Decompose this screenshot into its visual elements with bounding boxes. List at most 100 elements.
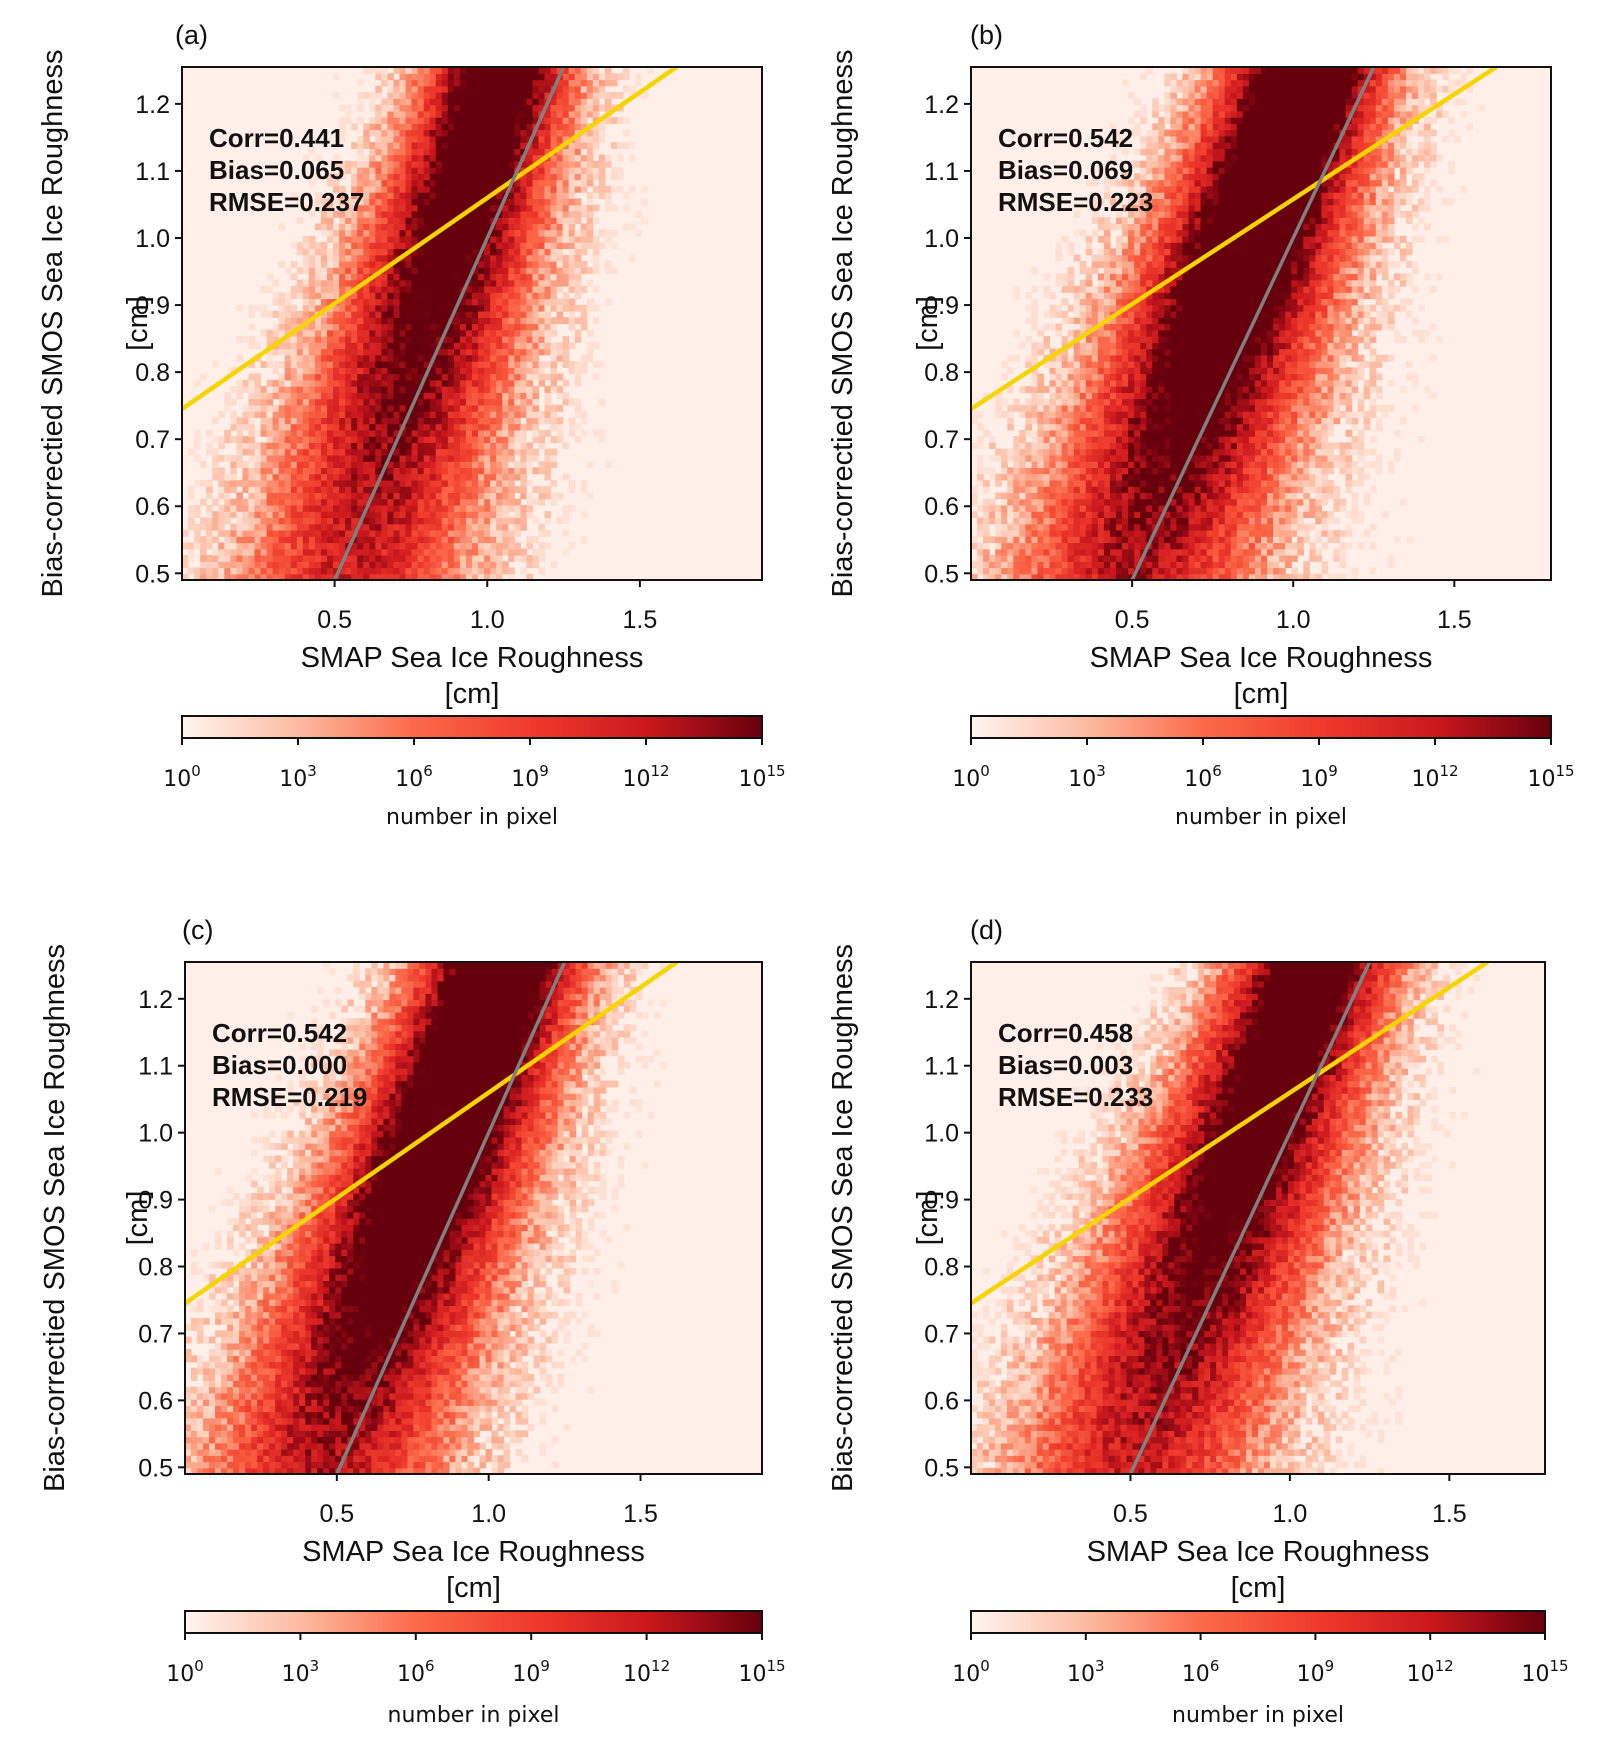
- heatmap-cell: [387, 229, 395, 237]
- heatmap-cell: [502, 467, 509, 475]
- heatmap-cell: [1001, 561, 1008, 569]
- heatmap-cell: [472, 436, 479, 443]
- heatmap-cell: [302, 235, 310, 243]
- heatmap-cell: [284, 392, 292, 400]
- heatmap-cell: [333, 198, 340, 206]
- heatmap-cell: [435, 404, 443, 412]
- heatmap-cell: [308, 561, 316, 569]
- heatmap-cell: [538, 210, 546, 218]
- heatmap-cell: [266, 536, 274, 544]
- heatmap-cell: [381, 554, 389, 562]
- heatmap-cell: [345, 167, 352, 174]
- heatmap-cell: [266, 517, 274, 525]
- heatmap-cell: [411, 317, 419, 325]
- heatmap-cell: [333, 267, 340, 275]
- heatmap-cell: [278, 473, 286, 481]
- heatmap-cell: [538, 185, 546, 193]
- heatmap-cell: [580, 85, 588, 93]
- heatmap-cell: [411, 217, 419, 225]
- heatmap-cell: [393, 104, 401, 112]
- heatmap-cell: [459, 92, 467, 99]
- heatmap-cell: [496, 498, 503, 506]
- heatmap-cell: [568, 123, 576, 131]
- heatmap-cell: [1224, 548, 1232, 556]
- heatmap-cell: [435, 104, 443, 112]
- heatmap-cell: [381, 423, 389, 431]
- heatmap-cell: [441, 179, 449, 187]
- heatmap-cell: [369, 254, 376, 262]
- heatmap-cell: [218, 517, 225, 525]
- heatmap-cell: [1001, 517, 1008, 525]
- heatmap-cell: [526, 386, 534, 393]
- heatmap-cell: [478, 342, 485, 350]
- heatmap-cell: [989, 511, 996, 519]
- heatmap-cell: [1230, 511, 1238, 519]
- heatmap-cell: [236, 442, 244, 450]
- heatmap-cell: [1061, 517, 1069, 525]
- heatmap-cell: [447, 398, 455, 406]
- heatmap-cell: [1116, 573, 1123, 580]
- heatmap-cell: [399, 98, 407, 106]
- heatmap-cell: [1170, 561, 1178, 569]
- heatmap-cell: [363, 254, 370, 262]
- heatmap-cell: [290, 461, 298, 468]
- heatmap-cell: [1158, 561, 1165, 569]
- heatmap-cell: [472, 279, 479, 287]
- heatmap-cell: [520, 310, 527, 318]
- heatmap-cell: [327, 561, 334, 569]
- heatmap-cell: [296, 373, 304, 381]
- heatmap-cell: [490, 304, 497, 312]
- heatmap-cell: [1182, 567, 1190, 575]
- heatmap-cell: [363, 198, 370, 206]
- heatmap-cell: [345, 398, 352, 406]
- heatmap-cell: [1339, 504, 1347, 512]
- heatmap-cell: [538, 498, 546, 506]
- heatmap-cell: [592, 148, 600, 156]
- heatmap-cell: [1254, 542, 1262, 550]
- heatmap-cell: [496, 454, 503, 462]
- heatmap-cell: [538, 336, 546, 343]
- heatmap-cell: [550, 154, 558, 162]
- heatmap-cell: [200, 498, 207, 506]
- heatmap-cell: [188, 511, 195, 519]
- heatmap-cell: [484, 229, 491, 237]
- heatmap-cell: [296, 492, 304, 500]
- heatmap-cell: [423, 67, 431, 74]
- heatmap-cell: [302, 267, 310, 275]
- heatmap-cell: [393, 98, 401, 106]
- heatmap-cell: [393, 517, 401, 525]
- heatmap-cell: [1206, 573, 1214, 580]
- heatmap-cell: [399, 235, 407, 243]
- heatmap-cell: [248, 436, 256, 443]
- heatmap-cell: [484, 473, 491, 481]
- heatmap-cell: [556, 192, 564, 199]
- heatmap-cell: [1327, 529, 1335, 537]
- heatmap-cell: [327, 448, 334, 456]
- heatmap-cell: [423, 79, 431, 87]
- heatmap-cell: [532, 398, 540, 406]
- heatmap-cell: [568, 117, 576, 124]
- heatmap-cell: [1013, 548, 1020, 556]
- heatmap-cell: [278, 223, 286, 231]
- heatmap-cell: [381, 67, 389, 74]
- heatmap-cell: [538, 273, 546, 281]
- heatmap-cell: [580, 411, 588, 418]
- heatmap-cell: [1097, 498, 1105, 506]
- heatmap-cell: [508, 392, 515, 400]
- heatmap-cell: [465, 536, 473, 544]
- heatmap-cell: [502, 204, 509, 212]
- heatmap-cell: [278, 517, 286, 525]
- heatmap-cell: [417, 92, 425, 99]
- heatmap-cell: [284, 411, 292, 418]
- heatmap-cell: [1170, 523, 1178, 531]
- heatmap-cell: [399, 204, 407, 212]
- heatmap-cell: [290, 436, 298, 443]
- heatmap-cell: [1013, 523, 1020, 531]
- heatmap-cell: [429, 254, 437, 262]
- heatmap-cell: [453, 361, 461, 368]
- heatmap-cell: [236, 354, 244, 362]
- heatmap-cell: [484, 567, 491, 575]
- heatmap-cell: [1031, 523, 1039, 531]
- heatmap-cell: [538, 204, 546, 212]
- heatmap-cell: [393, 329, 401, 337]
